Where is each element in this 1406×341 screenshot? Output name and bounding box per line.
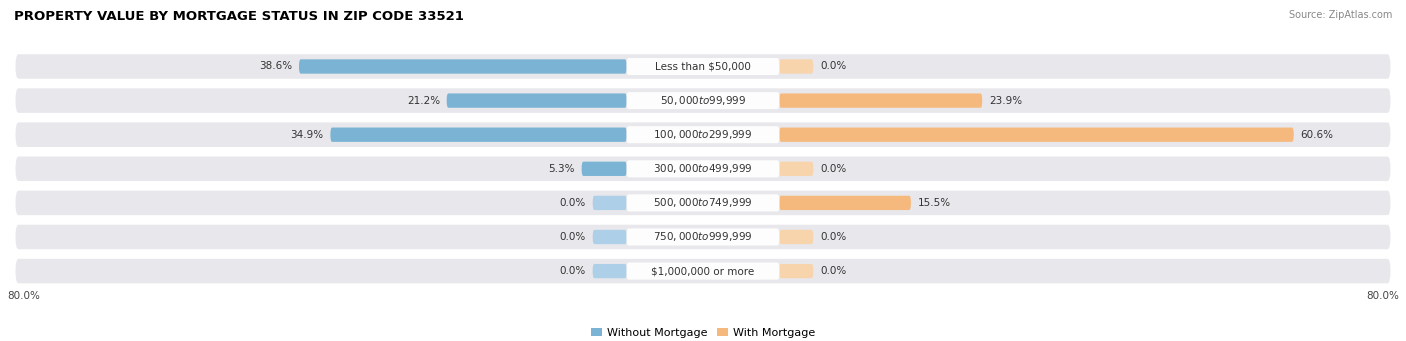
Text: 38.6%: 38.6% bbox=[259, 61, 292, 72]
Text: 80.0%: 80.0% bbox=[1367, 291, 1399, 301]
Text: $1,000,000 or more: $1,000,000 or more bbox=[651, 266, 755, 276]
FancyBboxPatch shape bbox=[447, 93, 627, 108]
Text: $500,000 to $749,999: $500,000 to $749,999 bbox=[654, 196, 752, 209]
FancyBboxPatch shape bbox=[779, 128, 1294, 142]
Text: 0.0%: 0.0% bbox=[560, 198, 586, 208]
FancyBboxPatch shape bbox=[779, 59, 813, 74]
Text: 0.0%: 0.0% bbox=[820, 232, 846, 242]
Text: 21.2%: 21.2% bbox=[406, 95, 440, 106]
FancyBboxPatch shape bbox=[593, 230, 627, 244]
Text: 23.9%: 23.9% bbox=[988, 95, 1022, 106]
FancyBboxPatch shape bbox=[627, 92, 779, 109]
Text: 80.0%: 80.0% bbox=[7, 291, 39, 301]
FancyBboxPatch shape bbox=[15, 191, 1391, 215]
FancyBboxPatch shape bbox=[593, 196, 627, 210]
FancyBboxPatch shape bbox=[582, 162, 627, 176]
Text: 5.3%: 5.3% bbox=[548, 164, 575, 174]
FancyBboxPatch shape bbox=[330, 128, 627, 142]
FancyBboxPatch shape bbox=[627, 126, 779, 143]
Text: Less than $50,000: Less than $50,000 bbox=[655, 61, 751, 72]
FancyBboxPatch shape bbox=[779, 264, 813, 278]
Text: 0.0%: 0.0% bbox=[560, 266, 586, 276]
Text: 15.5%: 15.5% bbox=[918, 198, 950, 208]
Text: 34.9%: 34.9% bbox=[291, 130, 323, 140]
Text: 0.0%: 0.0% bbox=[820, 164, 846, 174]
Text: $50,000 to $99,999: $50,000 to $99,999 bbox=[659, 94, 747, 107]
FancyBboxPatch shape bbox=[627, 194, 779, 211]
FancyBboxPatch shape bbox=[779, 162, 813, 176]
FancyBboxPatch shape bbox=[779, 196, 911, 210]
FancyBboxPatch shape bbox=[627, 160, 779, 177]
FancyBboxPatch shape bbox=[627, 228, 779, 246]
Text: 0.0%: 0.0% bbox=[820, 266, 846, 276]
Text: PROPERTY VALUE BY MORTGAGE STATUS IN ZIP CODE 33521: PROPERTY VALUE BY MORTGAGE STATUS IN ZIP… bbox=[14, 10, 464, 23]
FancyBboxPatch shape bbox=[15, 122, 1391, 147]
Text: $750,000 to $999,999: $750,000 to $999,999 bbox=[654, 231, 752, 243]
Text: 0.0%: 0.0% bbox=[560, 232, 586, 242]
Text: 60.6%: 60.6% bbox=[1301, 130, 1333, 140]
FancyBboxPatch shape bbox=[15, 157, 1391, 181]
Text: Source: ZipAtlas.com: Source: ZipAtlas.com bbox=[1288, 10, 1392, 20]
Text: $100,000 to $299,999: $100,000 to $299,999 bbox=[654, 128, 752, 141]
Text: $300,000 to $499,999: $300,000 to $499,999 bbox=[654, 162, 752, 175]
FancyBboxPatch shape bbox=[15, 225, 1391, 249]
Text: 0.0%: 0.0% bbox=[820, 61, 846, 72]
FancyBboxPatch shape bbox=[15, 88, 1391, 113]
FancyBboxPatch shape bbox=[779, 230, 813, 244]
FancyBboxPatch shape bbox=[593, 264, 627, 278]
FancyBboxPatch shape bbox=[627, 58, 779, 75]
Legend: Without Mortgage, With Mortgage: Without Mortgage, With Mortgage bbox=[586, 324, 820, 341]
FancyBboxPatch shape bbox=[299, 59, 627, 74]
FancyBboxPatch shape bbox=[15, 259, 1391, 283]
FancyBboxPatch shape bbox=[15, 54, 1391, 79]
FancyBboxPatch shape bbox=[779, 93, 983, 108]
FancyBboxPatch shape bbox=[627, 263, 779, 280]
